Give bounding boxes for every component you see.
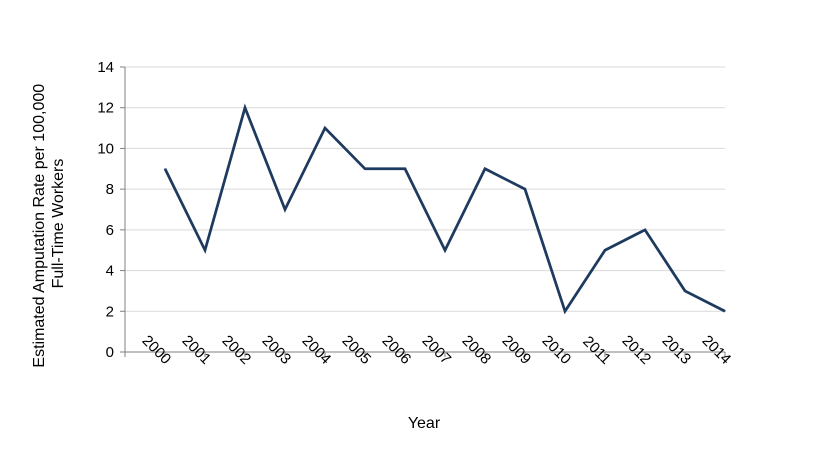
y-tick-labels: 0 2 4 6 8 10 12 14	[97, 59, 114, 361]
series-line	[163, 103, 726, 315]
data-point-2012	[644, 229, 646, 231]
data-point-2001	[204, 249, 206, 251]
y-tick-label: 2	[106, 303, 114, 320]
y-axis-title-line-1: Estimated Amputation Rate per 100,000	[31, 84, 48, 368]
data-point-2003	[284, 209, 286, 210]
x-tick-label: 2006	[379, 332, 415, 368]
data-point-2013	[684, 290, 686, 292]
x-tick-label: 2013	[659, 332, 695, 368]
y-tick-label: 4	[106, 263, 114, 280]
y-axis-title: Estimated Amputation Rate per 100,000 Fu…	[31, 79, 67, 367]
x-tick-label: 2007	[419, 332, 455, 368]
data-point-2009	[524, 188, 526, 190]
data-point-2007	[444, 249, 446, 251]
x-axis-title: Year	[408, 415, 441, 432]
data-point-2004	[324, 127, 326, 129]
y-tick-label: 10	[97, 140, 114, 157]
axes	[120, 66, 726, 357]
x-tick-label: 2010	[539, 332, 575, 368]
x-tick-label: 2009	[499, 332, 535, 368]
x-tick-label: 2014	[699, 332, 735, 368]
gridlines	[125, 66, 725, 312]
x-tick-label: 2001	[179, 332, 215, 368]
y-tick-label: 8	[106, 181, 114, 198]
y-tick-label: 12	[97, 100, 114, 117]
x-tick-label: 2003	[259, 332, 295, 368]
x-tick-label: 2012	[619, 332, 655, 368]
x-tick-label: 2008	[459, 332, 495, 368]
data-point-2014	[724, 310, 726, 312]
series	[163, 103, 726, 315]
data-point-2010	[564, 310, 566, 312]
y-tick-label: 0	[106, 344, 114, 361]
data-point-2008	[484, 168, 486, 170]
data-point-2002	[244, 107, 246, 109]
x-tick-label: 2002	[219, 332, 255, 368]
y-tick-label: 14	[97, 59, 114, 76]
x-tick-labels: 2000 2001 2002 2003 2004 2005 2006 2007 2008 2009…	[139, 332, 735, 368]
data-point-2011	[604, 249, 606, 251]
x-tick-label: 2000	[139, 332, 175, 368]
data-point-2000	[164, 168, 166, 170]
y-axis-title-line-2: Full-Time Workers	[50, 159, 67, 289]
x-tick-label: 2011	[579, 333, 614, 368]
y-tick-label: 6	[106, 222, 114, 239]
x-tick-label: 2005	[339, 332, 375, 368]
x-tick-label: 2004	[299, 332, 335, 368]
data-point-2006	[404, 168, 406, 170]
data-point-2005	[364, 168, 366, 170]
